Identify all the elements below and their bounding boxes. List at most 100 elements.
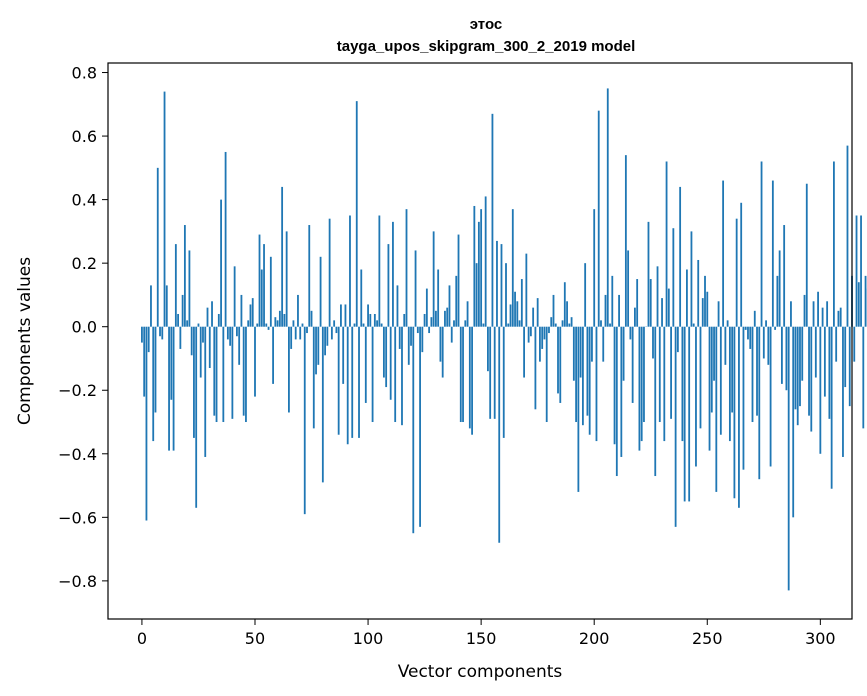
bar-58 xyxy=(272,326,274,384)
bar-64 xyxy=(285,231,288,327)
bar-41 xyxy=(233,266,236,327)
bar-151 xyxy=(482,323,485,327)
bar-153 xyxy=(487,326,489,372)
bar-192 xyxy=(575,326,578,423)
bar-54 xyxy=(263,244,265,327)
bar-310 xyxy=(842,326,844,457)
bar-215 xyxy=(627,250,630,327)
bar-284 xyxy=(783,225,786,327)
bar-17 xyxy=(179,326,182,349)
bar-296 xyxy=(810,326,813,432)
bar-110 xyxy=(389,326,392,400)
bar-225 xyxy=(649,279,652,327)
bar-238 xyxy=(679,186,682,327)
bar-201 xyxy=(595,326,598,442)
bar-275 xyxy=(762,326,765,359)
bar-251 xyxy=(708,326,711,451)
bar-133 xyxy=(441,326,444,378)
bar-309 xyxy=(839,307,842,327)
bar-312 xyxy=(846,145,849,327)
bar-43 xyxy=(238,326,241,365)
bars-group xyxy=(141,88,867,591)
bar-141 xyxy=(459,326,462,423)
bar-207 xyxy=(609,323,611,327)
bar-200 xyxy=(593,209,596,327)
bar-227 xyxy=(654,326,657,477)
bar-249 xyxy=(704,275,706,327)
bar-12 xyxy=(168,326,170,451)
bar-156 xyxy=(493,326,496,419)
bar-236 xyxy=(674,326,677,527)
bar-40 xyxy=(231,326,234,419)
bar-279 xyxy=(771,180,774,327)
bar-90 xyxy=(344,304,347,327)
bar-31 xyxy=(211,301,213,327)
bar-203 xyxy=(600,320,602,327)
bar-247 xyxy=(699,326,702,429)
bar-273 xyxy=(758,326,761,480)
bar-21 xyxy=(188,250,191,327)
bar-27 xyxy=(202,326,204,343)
bar-301 xyxy=(821,307,824,327)
bar-262 xyxy=(733,326,736,499)
bar-259 xyxy=(726,320,729,327)
bar-108 xyxy=(385,326,388,388)
bar-217 xyxy=(631,326,634,403)
bar-237 xyxy=(676,326,679,353)
plot-frame xyxy=(107,62,853,620)
bar-317 xyxy=(857,282,860,327)
bar-260 xyxy=(728,326,731,442)
bar-219 xyxy=(636,279,639,327)
bar-158 xyxy=(498,326,501,543)
bar-222 xyxy=(643,326,645,423)
bar-303 xyxy=(826,301,829,327)
bar-319 xyxy=(862,326,865,429)
bar-172 xyxy=(529,326,532,337)
bar-202 xyxy=(597,110,600,327)
bar-242 xyxy=(688,326,691,502)
bar-26 xyxy=(199,326,202,378)
bar-5 xyxy=(152,326,155,442)
bar-83 xyxy=(328,218,331,327)
bar-288 xyxy=(792,326,795,518)
bar-106 xyxy=(380,323,383,327)
bar-134 xyxy=(444,310,446,327)
bar-159 xyxy=(500,244,503,327)
bar-293 xyxy=(803,294,806,327)
bar-39 xyxy=(229,326,232,346)
bar-32 xyxy=(213,326,216,416)
bar-308 xyxy=(837,310,840,327)
bar-257 xyxy=(722,180,725,327)
bar-115 xyxy=(401,326,403,426)
bar-188 xyxy=(566,301,568,327)
bar-50 xyxy=(254,326,256,397)
bar-218 xyxy=(634,307,636,327)
bar-105 xyxy=(378,215,381,327)
bar-264 xyxy=(738,326,740,508)
bar-25 xyxy=(197,323,200,327)
bar-76 xyxy=(312,326,315,429)
bar-302 xyxy=(823,326,826,397)
bar-154 xyxy=(489,326,492,419)
bar-255 xyxy=(717,301,720,327)
bar-277 xyxy=(767,326,770,365)
bar-89 xyxy=(342,326,345,384)
bar-212 xyxy=(620,326,623,457)
bar-176 xyxy=(539,326,541,362)
bar-91 xyxy=(346,326,349,445)
bar-244 xyxy=(692,323,695,327)
bar-297 xyxy=(812,301,815,327)
bar-169 xyxy=(523,326,525,378)
bar-168 xyxy=(520,279,523,327)
bar-14 xyxy=(172,326,175,451)
bar-97 xyxy=(360,269,363,327)
bar-198 xyxy=(588,326,591,435)
bar-287 xyxy=(790,301,792,327)
x-axis-label: Vector components xyxy=(398,662,563,682)
bar-117 xyxy=(405,209,408,327)
bar-274 xyxy=(760,161,763,327)
bar-78 xyxy=(317,326,320,365)
bar-70 xyxy=(299,326,302,340)
y-axis-ticks: 0.8 0.6 0.4 0.2 0.0 −0.2 −0.4 −0.6 −0.8 xyxy=(58,64,108,591)
